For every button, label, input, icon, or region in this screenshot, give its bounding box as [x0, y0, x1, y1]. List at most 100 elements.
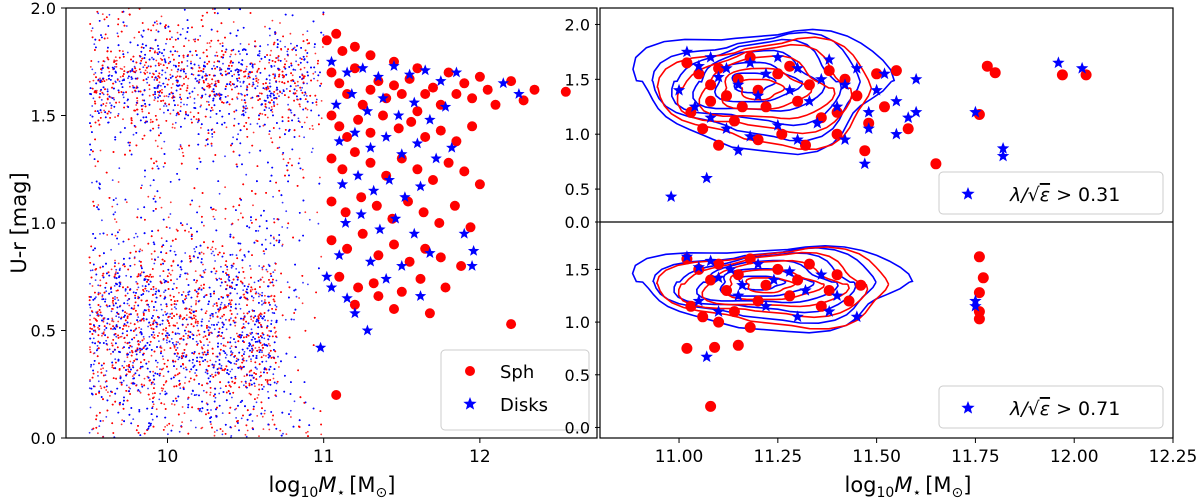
disk-point-27 — [336, 178, 349, 190]
sph-point-62 — [418, 207, 429, 218]
sph-point-28 — [776, 128, 788, 140]
disk-point-5 — [736, 278, 749, 291]
disk-point-26 — [720, 122, 733, 134]
disk-point-13 — [712, 305, 725, 317]
sph-point-52 — [428, 175, 438, 185]
right-bottom-legend: λ/√ε > 0.71 — [938, 385, 1164, 429]
disk-point-5 — [403, 68, 416, 80]
disk-point-28 — [352, 169, 364, 181]
sph-point-4 — [721, 285, 732, 296]
disk-point-19 — [870, 83, 883, 96]
sph-point-78 — [396, 286, 407, 297]
disk-point-39 — [969, 105, 982, 118]
disk-point-0 — [680, 45, 694, 58]
disk-point-20 — [878, 67, 891, 80]
y-tick-label: 0.5 — [565, 180, 590, 199]
disk-point-36 — [389, 212, 402, 224]
disk-point-14 — [823, 53, 836, 65]
disk-point-21 — [969, 299, 982, 312]
disk-point-24 — [411, 137, 424, 149]
sph-point-27 — [451, 89, 462, 99]
disk-point-3 — [712, 70, 725, 83]
disk-point-43 — [1075, 61, 1089, 74]
disk-point-12 — [346, 88, 358, 99]
disk-point-21 — [890, 94, 903, 107]
sph-point-11 — [792, 274, 804, 286]
sph-point-84 — [373, 291, 384, 302]
disk-point-2 — [357, 62, 369, 74]
sph-point-2 — [705, 274, 717, 286]
disk-point-11 — [830, 289, 844, 302]
disk-point-52 — [321, 270, 333, 282]
disk-point-17 — [850, 61, 864, 74]
disk-point-18 — [850, 310, 864, 323]
sph-point-2 — [705, 79, 717, 91]
sph-point-38 — [705, 95, 717, 107]
sph-point-30 — [482, 84, 493, 95]
contour-line-2 — [720, 67, 813, 110]
disk-point-20 — [349, 126, 361, 138]
sph-point-47 — [349, 147, 360, 158]
x-tick-label: 10 — [157, 447, 179, 467]
disk-point-46 — [341, 292, 353, 304]
disk-point-48 — [414, 290, 427, 301]
disk-point-6 — [743, 56, 757, 69]
y-tick-label: 1.0 — [31, 214, 56, 233]
sph-point-38 — [378, 110, 388, 121]
disk-point-16 — [408, 96, 420, 108]
sph-point-6 — [744, 253, 756, 265]
disk-point-40 — [996, 141, 1010, 154]
disk-point-31 — [399, 191, 411, 203]
sph-point-12 — [326, 67, 337, 78]
sph-point-14 — [823, 285, 835, 296]
disk-point-17 — [424, 113, 436, 125]
sph-point-10 — [784, 60, 796, 72]
disk-point-44 — [672, 83, 686, 96]
disk-point-3 — [712, 271, 725, 284]
x-tick-label: 11 — [313, 447, 335, 467]
sph-point-82 — [389, 304, 399, 314]
sph-point-28 — [977, 272, 989, 284]
disk-point-9 — [799, 283, 812, 296]
sph-point-17 — [851, 90, 863, 102]
disk-point-0 — [325, 55, 338, 67]
sph-point-68 — [357, 228, 368, 239]
disk-point-3 — [372, 70, 385, 82]
disk-point-37 — [858, 157, 871, 170]
disk-point-30 — [383, 174, 395, 185]
disk-point-23 — [909, 72, 923, 85]
contour-line-5 — [652, 246, 877, 325]
disk-point-12 — [692, 294, 705, 307]
sph-point-32 — [930, 158, 942, 170]
sph-point-40 — [406, 116, 417, 127]
sph-point-21 — [890, 65, 902, 77]
sph-point-56 — [326, 196, 337, 207]
sph-point-69 — [373, 250, 384, 261]
right-axes-frame — [599, 7, 1174, 439]
disk-point-1 — [692, 59, 705, 72]
disk-point-24 — [688, 100, 702, 113]
sph-point-55 — [474, 179, 485, 190]
sph-point-79 — [415, 273, 426, 284]
disk-point-15 — [392, 109, 405, 121]
sph-point-1 — [331, 28, 342, 39]
sph-point-12 — [803, 79, 815, 91]
sph-point-36 — [1056, 69, 1068, 81]
disk-point-22 — [380, 131, 392, 142]
disk-point-13 — [815, 72, 828, 85]
sph-point-24 — [420, 89, 431, 99]
sph-point-0 — [681, 57, 693, 69]
disk-point-50 — [361, 324, 374, 336]
sph-point-37 — [1080, 69, 1092, 81]
disk-point-10 — [815, 268, 828, 280]
sph-point-19 — [697, 311, 709, 323]
left-legend-box — [440, 349, 590, 431]
x-tick-label: 12.00 — [1050, 447, 1099, 467]
sph-point-29 — [973, 287, 985, 299]
right-bottom-legend-label: λ/√ε > 0.71 — [1009, 398, 1120, 420]
disk-point-9 — [771, 50, 785, 63]
left-legend: Sph Disks — [440, 349, 590, 431]
sph-point-34 — [334, 121, 345, 132]
disk-point-49 — [349, 307, 361, 319]
disk-point-22 — [902, 111, 915, 123]
